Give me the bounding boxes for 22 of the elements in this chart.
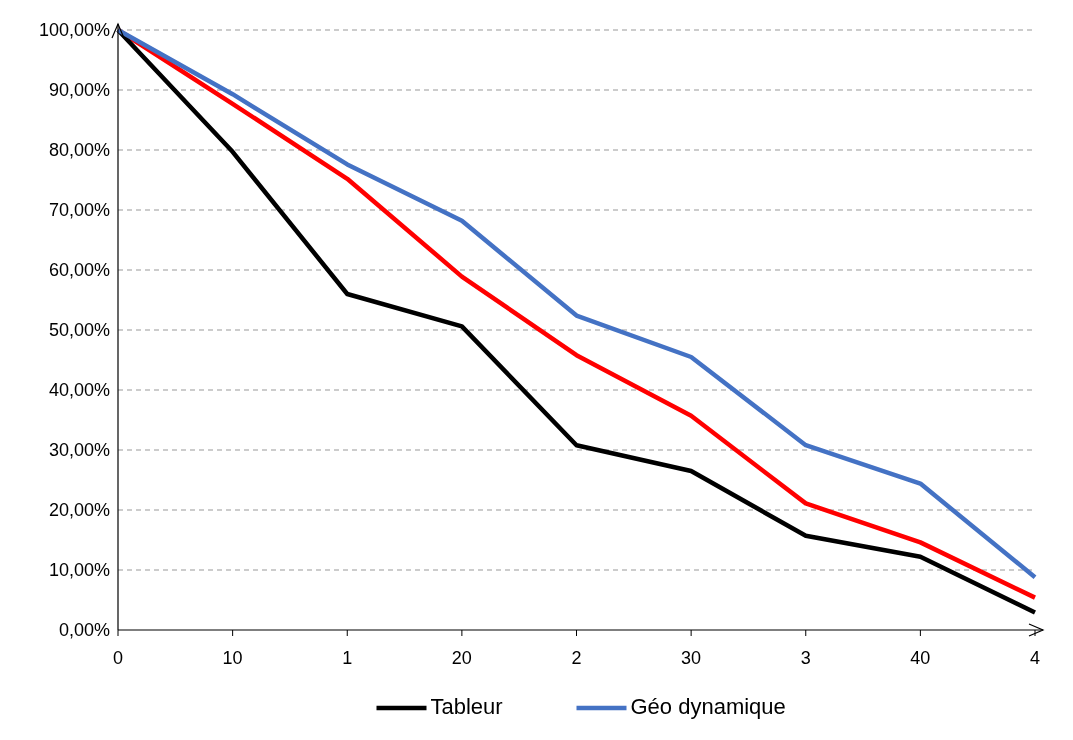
y-tick-label: 70,00% xyxy=(48,200,110,221)
y-tick-label: 50,00% xyxy=(48,320,110,341)
x-tick-label: 10 xyxy=(222,648,243,668)
y-tick-label: 100,00% xyxy=(38,20,110,41)
y-tick-label: 30,00% xyxy=(48,440,110,461)
x-tick-label: 2 xyxy=(571,648,582,668)
y-tick-label: 20,00% xyxy=(48,500,110,521)
x-tick-label: 3 xyxy=(800,648,811,668)
legend-label: Tableur xyxy=(430,694,503,719)
y-tick-label: 0,00% xyxy=(58,620,110,641)
y-tick-label: 80,00% xyxy=(48,140,110,161)
x-tick-label: 4 xyxy=(1029,648,1041,668)
x-tick-label: 1 xyxy=(342,648,353,668)
x-tick-label: 20 xyxy=(451,648,472,668)
x-tick-label: 0 xyxy=(112,648,124,668)
y-tick-label: 40,00% xyxy=(48,380,110,401)
x-tick-label: 40 xyxy=(910,648,931,668)
y-tick-label: 60,00% xyxy=(48,260,110,281)
y-tick-label: 10,00% xyxy=(48,560,110,581)
x-tick-label: 30 xyxy=(681,648,702,668)
y-tick-label: 90,00% xyxy=(48,80,110,101)
legend-label: Géo dynamique xyxy=(630,694,786,719)
